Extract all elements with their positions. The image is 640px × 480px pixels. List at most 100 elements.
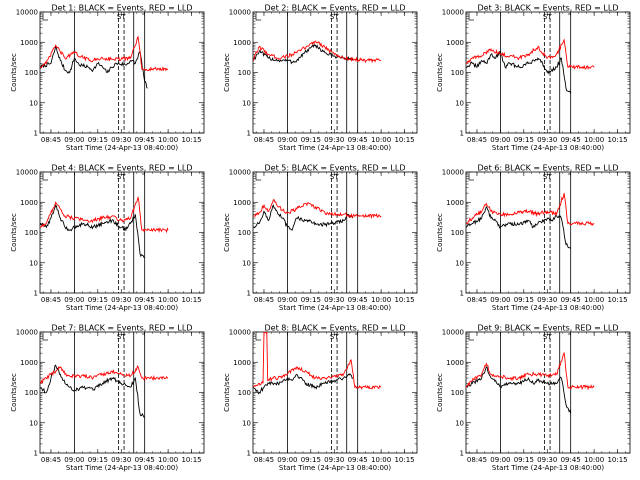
plot-frame bbox=[465, 11, 631, 134]
y-tick-label: 1000 bbox=[233, 39, 251, 47]
x-tick-label: 09:30 bbox=[537, 456, 557, 464]
y-tick-label: 10 bbox=[242, 419, 251, 427]
y-axis-label: Counts/sec bbox=[223, 53, 231, 92]
events-series-line bbox=[40, 45, 148, 89]
x-tick-label: 10:00 bbox=[158, 456, 178, 464]
events-series-line bbox=[253, 43, 354, 65]
y-tick-label: 1 bbox=[460, 290, 464, 298]
x-tick-label: 10:00 bbox=[584, 456, 604, 464]
panel-3: Det 3: BLACK = Events, RED = LLD 1 10 100 10… bbox=[436, 4, 631, 152]
marker-labels: ST bbox=[543, 173, 552, 181]
x-tick-label: 10:15 bbox=[181, 136, 201, 144]
x-tick-label: 10:15 bbox=[607, 296, 627, 304]
x-tick-label: 08:45 bbox=[467, 136, 487, 144]
marker-labels: ST bbox=[117, 13, 126, 21]
x-tick-label: 09:00 bbox=[490, 136, 510, 144]
y-tick-label: 1000 bbox=[233, 359, 251, 367]
x-tick-label: 09:30 bbox=[111, 136, 131, 144]
panel-9: Det 9: BLACK = Events, RED = LLD 1 10 100 10… bbox=[436, 324, 631, 472]
panel-title: Det 3: BLACK = Events, RED = LLD bbox=[478, 4, 619, 13]
marker-labels: ST bbox=[330, 333, 339, 341]
y-tick-label: 1000 bbox=[20, 359, 38, 367]
plot-frame bbox=[465, 331, 631, 454]
x-axis-label: Start Time (24-Apr-13 08:40:00) bbox=[492, 304, 604, 312]
panel-title: Det 5: BLACK = Events, RED = LLD bbox=[265, 164, 406, 173]
x-tick-label: 09:30 bbox=[324, 136, 344, 144]
y-axis-label: Counts/sec bbox=[223, 373, 231, 412]
y-tick-label: 1000 bbox=[20, 199, 38, 207]
x-tick-label: 08:45 bbox=[254, 296, 274, 304]
events-series-line bbox=[466, 50, 572, 94]
y-axis-label: Counts/sec bbox=[436, 53, 444, 92]
y-tick-label: 1 bbox=[460, 130, 464, 138]
x-tick-label: 10:15 bbox=[607, 136, 627, 144]
x-tick-label: 09:45 bbox=[561, 136, 581, 144]
x-tick-label: 09:30 bbox=[324, 456, 344, 464]
panel-title: Det 1: BLACK = Events, RED = LLD bbox=[52, 4, 193, 13]
y-tick-label: 1000 bbox=[446, 199, 464, 207]
panel-title: Det 4: BLACK = Events, RED = LLD bbox=[52, 164, 193, 173]
x-tick-label: 09:45 bbox=[348, 136, 368, 144]
panel-8: Det 8: BLACK = Events, RED = LLD 1 10 100 10… bbox=[223, 324, 418, 472]
plot-frame bbox=[465, 171, 631, 294]
y-tick-label: 1 bbox=[247, 450, 251, 458]
x-tick-label: 09:45 bbox=[348, 456, 368, 464]
x-tick-label: 10:00 bbox=[158, 136, 178, 144]
lld-series-line bbox=[253, 40, 382, 64]
y-tick-label: 10000 bbox=[442, 169, 464, 177]
x-tick-label: 09:15 bbox=[88, 136, 108, 144]
x-tick-label: 08:45 bbox=[467, 296, 487, 304]
plot-frame bbox=[252, 331, 418, 454]
y-tick-label: 100 bbox=[451, 69, 464, 77]
x-tick-label: 09:30 bbox=[537, 296, 557, 304]
lld-series-line bbox=[466, 38, 595, 70]
lld-series-line bbox=[40, 35, 169, 72]
x-tick-label: 09:00 bbox=[490, 456, 510, 464]
x-tick-label: 10:00 bbox=[584, 136, 604, 144]
panel-title: Det 6: BLACK = Events, RED = LLD bbox=[478, 164, 619, 173]
x-tick-label: 10:15 bbox=[394, 456, 414, 464]
x-tick-label: 09:00 bbox=[277, 296, 297, 304]
plot-frame bbox=[252, 171, 418, 294]
x-tick-label: 10:00 bbox=[371, 136, 391, 144]
y-tick-label: 1 bbox=[247, 290, 251, 298]
panel-title: Det 2: BLACK = Events, RED = LLD bbox=[265, 4, 406, 13]
x-axis-label: Start Time (24-Apr-13 08:40:00) bbox=[66, 144, 178, 152]
x-axis-label: Start Time (24-Apr-13 08:40:00) bbox=[66, 304, 178, 312]
x-tick-label: 09:45 bbox=[135, 296, 155, 304]
y-tick-label: 10 bbox=[242, 99, 251, 107]
x-tick-label: 10:15 bbox=[181, 296, 201, 304]
y-tick-label: 100 bbox=[238, 69, 251, 77]
y-tick-label: 10 bbox=[455, 99, 464, 107]
y-axis-label: Counts/sec bbox=[10, 373, 18, 412]
y-tick-label: 10000 bbox=[442, 329, 464, 337]
y-tick-label: 10000 bbox=[442, 9, 464, 17]
x-axis-label: Start Time (24-Apr-13 08:40:00) bbox=[279, 464, 391, 472]
x-tick-label: 09:15 bbox=[514, 296, 534, 304]
y-axis-label: Counts/sec bbox=[10, 213, 18, 252]
x-tick-label: 09:15 bbox=[514, 456, 534, 464]
events-series-line bbox=[466, 366, 572, 414]
y-tick-label: 10 bbox=[455, 419, 464, 427]
lld-series-line bbox=[466, 193, 595, 226]
panel-2: Det 2: BLACK = Events, RED = LLD 1 10 100 10… bbox=[223, 4, 418, 152]
x-tick-label: 09:00 bbox=[64, 456, 84, 464]
y-tick-label: 10 bbox=[455, 259, 464, 267]
x-tick-label: 09:30 bbox=[537, 136, 557, 144]
x-tick-label: 09:45 bbox=[561, 456, 581, 464]
x-tick-label: 10:15 bbox=[607, 456, 627, 464]
events-series-line bbox=[253, 373, 354, 395]
y-tick-label: 10 bbox=[29, 419, 38, 427]
x-tick-label: 09:45 bbox=[561, 296, 581, 304]
marker-labels: ST bbox=[543, 333, 552, 341]
x-tick-label: 10:15 bbox=[394, 296, 414, 304]
y-tick-label: 10000 bbox=[229, 9, 251, 17]
y-tick-label: 1 bbox=[34, 130, 38, 138]
panel-title: Det 9: BLACK = Events, RED = LLD bbox=[478, 324, 619, 333]
plot-frame bbox=[39, 331, 205, 454]
x-tick-label: 10:15 bbox=[181, 456, 201, 464]
x-tick-label: 09:00 bbox=[64, 136, 84, 144]
y-axis-label: Counts/sec bbox=[436, 373, 444, 412]
y-tick-label: 10000 bbox=[229, 169, 251, 177]
